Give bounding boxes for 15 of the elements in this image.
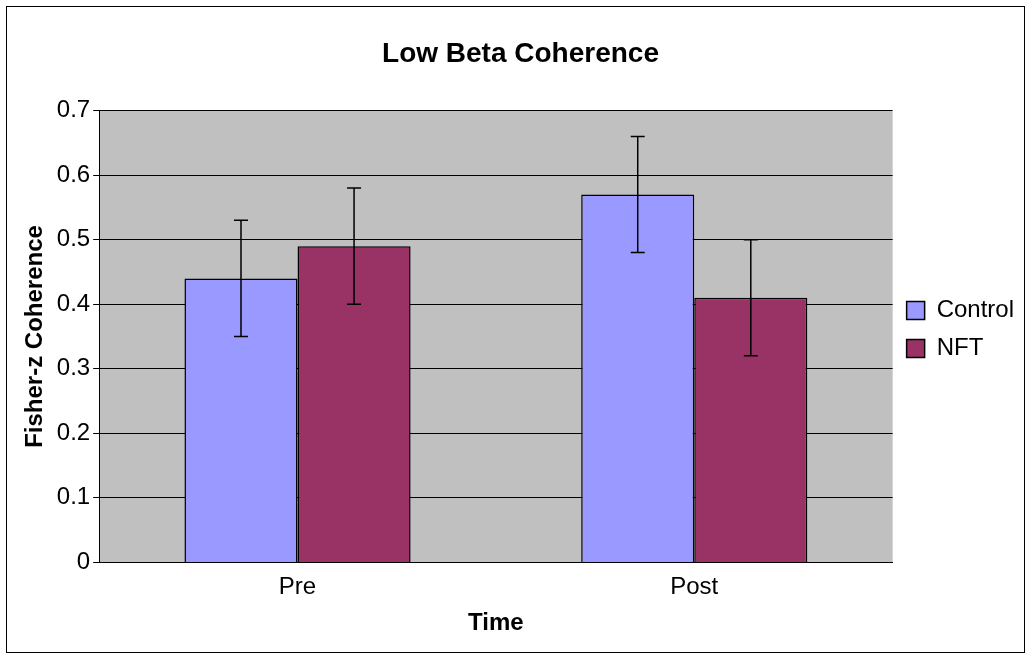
y-tick-label: 0.4: [56, 288, 91, 316]
y-axis-title: Fisher-z Coherence: [20, 225, 48, 448]
chart-title: Low Beta Coherence: [382, 36, 659, 68]
y-tick-label: 0.1: [56, 482, 91, 510]
legend-label: NFT: [936, 333, 984, 361]
y-tick-label: 0: [76, 547, 91, 575]
legend-label: Control: [936, 295, 1015, 323]
x-axis-title: Time: [468, 608, 524, 636]
x-tick-label: Pre: [278, 572, 317, 600]
y-tick-label: 0.7: [56, 95, 91, 123]
x-tick-label: Post: [670, 572, 719, 600]
y-tick-label: 0.3: [56, 353, 91, 381]
y-tick-label: 0.2: [56, 417, 91, 445]
y-tick-label: 0.6: [56, 159, 91, 187]
y-tick-label: 0.5: [56, 224, 91, 252]
